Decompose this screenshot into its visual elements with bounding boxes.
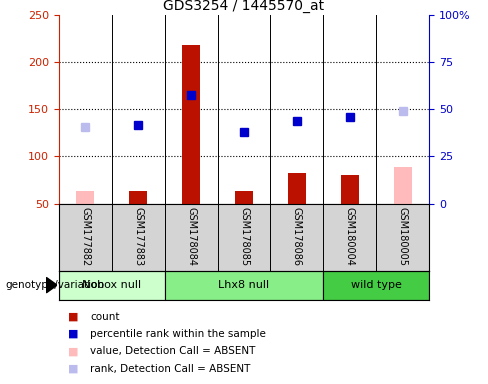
Text: GSM177883: GSM177883 bbox=[133, 207, 143, 266]
Text: count: count bbox=[90, 312, 120, 322]
Bar bbox=[182, 45, 200, 204]
Text: ■: ■ bbox=[68, 364, 79, 374]
Bar bbox=[341, 175, 359, 204]
Text: value, Detection Call = ABSENT: value, Detection Call = ABSENT bbox=[90, 346, 256, 356]
Text: GSM177882: GSM177882 bbox=[80, 207, 90, 266]
Text: ■: ■ bbox=[68, 329, 79, 339]
Bar bbox=[324, 271, 429, 300]
Text: rank, Detection Call = ABSENT: rank, Detection Call = ABSENT bbox=[90, 364, 251, 374]
Text: ■: ■ bbox=[68, 346, 79, 356]
Bar bbox=[76, 191, 94, 204]
Polygon shape bbox=[46, 277, 57, 293]
Text: GSM180004: GSM180004 bbox=[345, 207, 355, 266]
Text: GSM178085: GSM178085 bbox=[239, 207, 249, 266]
Bar bbox=[164, 271, 324, 300]
Text: genotype/variation: genotype/variation bbox=[5, 280, 104, 290]
Title: GDS3254 / 1445570_at: GDS3254 / 1445570_at bbox=[163, 0, 325, 13]
Text: GSM178084: GSM178084 bbox=[186, 207, 196, 266]
Text: Lhx8 null: Lhx8 null bbox=[219, 280, 269, 290]
Text: percentile rank within the sample: percentile rank within the sample bbox=[90, 329, 266, 339]
Text: GSM178086: GSM178086 bbox=[292, 207, 302, 266]
Text: wild type: wild type bbox=[351, 280, 402, 290]
Bar bbox=[59, 271, 164, 300]
Text: GSM180005: GSM180005 bbox=[398, 207, 408, 266]
Bar bbox=[394, 167, 412, 204]
Bar bbox=[129, 191, 147, 204]
Text: ■: ■ bbox=[68, 312, 79, 322]
Bar bbox=[288, 174, 306, 204]
Bar bbox=[235, 191, 253, 204]
Text: Nobox null: Nobox null bbox=[82, 280, 141, 290]
